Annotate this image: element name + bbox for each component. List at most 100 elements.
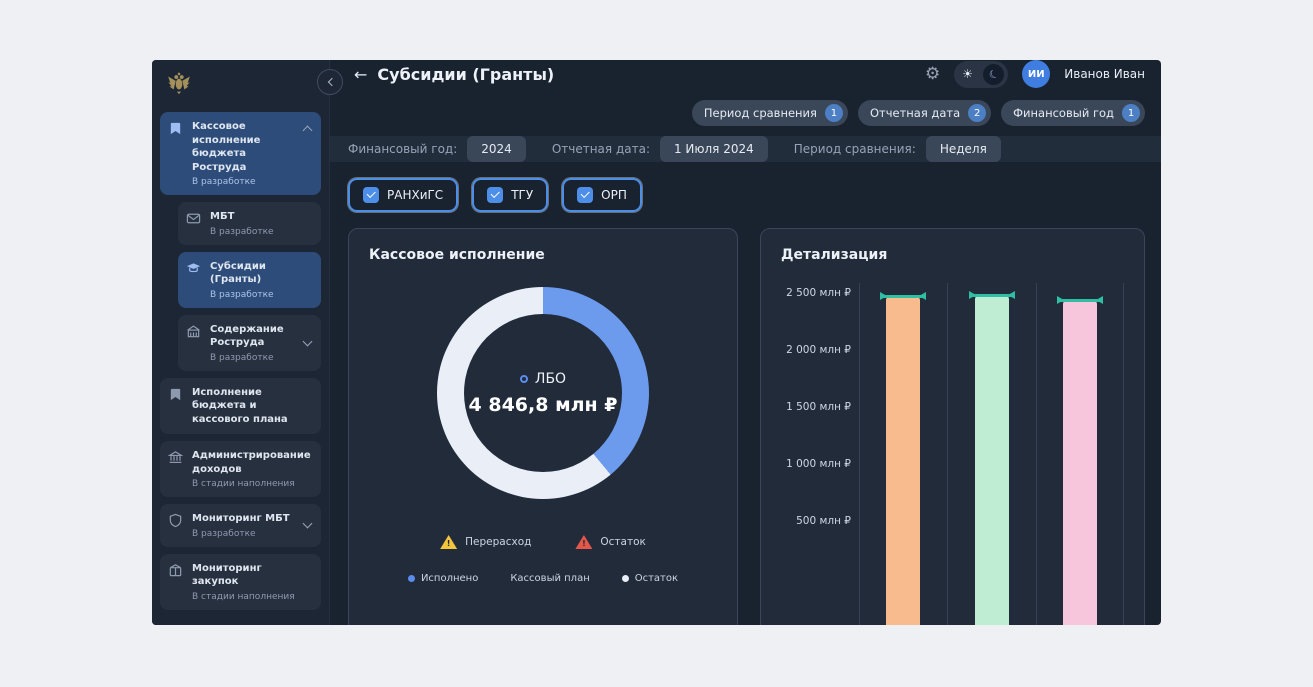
filter-summary-chip[interactable]: Финансовый год 1	[1001, 100, 1145, 126]
bar[interactable]	[968, 291, 1015, 625]
card-title: Кассовое исполнение	[369, 247, 545, 263]
filter-bar: Финансовый год: 2024 Отчетная дата: 1 Июля …	[330, 136, 1161, 162]
warning-legend-row: ! Перерасход! Остаток	[369, 535, 717, 549]
sidebar-item-procurement-monitoring[interactable]: Мониторинг закупок В стадии наполнения	[160, 553, 321, 610]
page-header: ← Субсидии (Гранты) ⚙ ☀ ☾ ИИ Иванов Иван	[330, 60, 1161, 88]
sidebar-item-cash-execution-budget[interactable]: Кассовое исполнение бюджета Роструда В р…	[160, 112, 321, 195]
sidebar-item-label: Мониторинг закупок	[192, 562, 262, 588]
donut-chart: ЛБО 4 846,8 млн ₽	[437, 287, 649, 499]
donut-legend-item: Исполнено	[407, 573, 478, 584]
filter-summary-row: Период сравнения 1 Отчетная дата 2 Финансовы…	[330, 88, 1161, 136]
y-tick-label: 2 500 млн ₽	[786, 287, 851, 299]
filter-chip-label: Финансовый год	[1013, 106, 1114, 120]
filter-field: Период сравнения: Неделя	[794, 136, 1001, 162]
sidebar-item-mbt-monitoring[interactable]: Мониторинг МБТ В разработке	[160, 504, 321, 547]
donut-center: ЛБО 4 846,8 млн ₽	[464, 314, 622, 472]
filter-chip-label: Отчетная дата	[869, 106, 961, 120]
donut-legend-row: Исполнено Кассовый план Остаток	[369, 573, 717, 584]
warning-label: Остаток	[600, 536, 646, 548]
bar-target-marker-icon	[880, 291, 927, 300]
collapse-sidebar-button[interactable]	[317, 69, 343, 95]
org-filter-chip[interactable]: ОРП	[562, 178, 642, 212]
org-filter-label: ТГУ	[511, 188, 534, 202]
filter-field-label: Период сравнения:	[793, 142, 916, 156]
sidebar-item-status: В стадии наполнения	[192, 591, 295, 602]
sidebar-item-status: В разработке	[192, 528, 256, 539]
legend-label: Остаток	[634, 573, 679, 584]
donut-legend-item: Остаток	[621, 573, 679, 584]
bookmark-icon	[168, 386, 184, 427]
filter-chip-count-badge: 2	[968, 104, 987, 122]
org-filter-chip[interactable]: РАНХиГС	[348, 178, 459, 212]
legend-dot-icon	[621, 575, 629, 582]
warning-label: Перерасход	[465, 536, 532, 548]
filter-field: Финансовый год: 2024	[348, 136, 526, 162]
gridline	[859, 283, 860, 625]
bar-target-marker-icon	[968, 291, 1015, 300]
theme-toggle[interactable]: ☀ ☾	[954, 60, 1009, 88]
filter-field-value[interactable]: 2024	[467, 136, 526, 162]
bar-target-marker-icon	[1056, 295, 1103, 304]
org-filter-row: РАНХиГС ТГУ ОРП	[330, 178, 1161, 212]
sidebar-item-mbt[interactable]: МБТ В разработке	[178, 202, 321, 245]
sidebar-item-rostrud-maintenance[interactable]: Содержание Роструда В разработке	[178, 314, 321, 371]
filter-field-value[interactable]: Неделя	[925, 136, 1001, 162]
detail-card: Детализация 2 500 млн ₽ 2 000 млн ₽ 1 500 …	[760, 228, 1145, 625]
y-tick-label: 500 млн ₽	[796, 515, 851, 527]
org-filter-chip[interactable]: ТГУ	[472, 178, 549, 212]
sidebar: Кассовое исполнение бюджета Роструда В р…	[152, 60, 330, 625]
gear-icon[interactable]: ⚙	[925, 64, 941, 84]
sidebar-item-income-administration[interactable]: Администрирование доходов В стадии напол…	[160, 441, 321, 497]
bank-icon	[168, 449, 184, 489]
checkmark-icon	[580, 188, 590, 198]
header-controls: ⚙ ☀ ☾ ИИ Иванов Иван	[925, 60, 1145, 88]
shield-icon	[168, 512, 184, 539]
org-filter-label: РАНХиГС	[387, 188, 444, 202]
filter-field-value[interactable]: 1 Июля 2024	[659, 136, 768, 162]
gridline	[947, 283, 949, 625]
warning-triangle-icon: !	[575, 535, 593, 549]
checkbox-checked-icon[interactable]	[363, 187, 379, 203]
chevron-down-icon	[302, 336, 313, 346]
chevron-left-icon	[327, 77, 336, 87]
sidebar-item-label: МБТ	[210, 211, 235, 222]
bar[interactable]	[880, 291, 927, 625]
back-arrow-icon[interactable]: ←	[354, 64, 368, 84]
graduation-cap-icon	[186, 260, 202, 300]
filter-field-label: Финансовый год:	[348, 142, 458, 156]
y-tick-label: 1 000 млн ₽	[786, 458, 851, 470]
filter-summary-chip[interactable]: Период сравнения 1	[691, 100, 848, 126]
legend-dot-icon	[407, 575, 415, 582]
sidebar-item-status: В разработке	[210, 352, 274, 363]
sidebar-item-budget-execution[interactable]: Исполнение бюджета и кассового плана	[160, 377, 321, 434]
donut-center-value: 4 846,8 млн ₽	[468, 393, 618, 416]
warning-legend-item: ! Перерасход	[440, 535, 531, 549]
page-title: Субсидии (Гранты)	[377, 64, 555, 84]
y-tick-label: 1 500 млн ₽	[786, 401, 851, 413]
chevron-up-icon	[302, 125, 313, 136]
filter-field-label: Отчетная дата:	[551, 142, 650, 156]
sidebar-item-subsidies-grants[interactable]: Субсидии (Гранты) В разработке	[178, 251, 321, 308]
checkmark-icon	[366, 188, 376, 198]
gridline	[1123, 283, 1124, 625]
main-area: ← Субсидии (Гранты) ⚙ ☀ ☾ ИИ Иванов Иван…	[330, 60, 1161, 625]
sidebar-item-label: Мониторинг МБТ	[192, 513, 290, 524]
checkbox-checked-icon[interactable]	[487, 187, 504, 203]
filter-chip-count-badge: 1	[1122, 104, 1140, 122]
checkbox-checked-icon[interactable]	[577, 187, 594, 203]
card-title: Детализация	[781, 247, 888, 263]
building-icon	[186, 323, 202, 363]
donut-legend-item: Кассовый план	[510, 573, 589, 584]
lbo-marker-icon	[519, 374, 528, 383]
sidebar-item-label: Содержание Роструда	[210, 323, 284, 349]
filter-chip-count-badge: 1	[824, 104, 843, 122]
sidebar-menu: Кассовое исполнение бюджета Роструда В р…	[152, 106, 329, 616]
bar[interactable]	[1056, 295, 1103, 625]
avatar[interactable]: ИИ	[1022, 60, 1051, 88]
package-icon	[168, 562, 184, 602]
filter-summary-chip[interactable]: Отчетная дата 2	[857, 100, 992, 126]
sidebar-item-label: Администрирование доходов	[192, 450, 311, 475]
coat-of-arms-icon	[168, 72, 190, 95]
sidebar-item-status: В разработке	[210, 289, 274, 300]
warning-legend-item: ! Остаток	[575, 535, 646, 549]
